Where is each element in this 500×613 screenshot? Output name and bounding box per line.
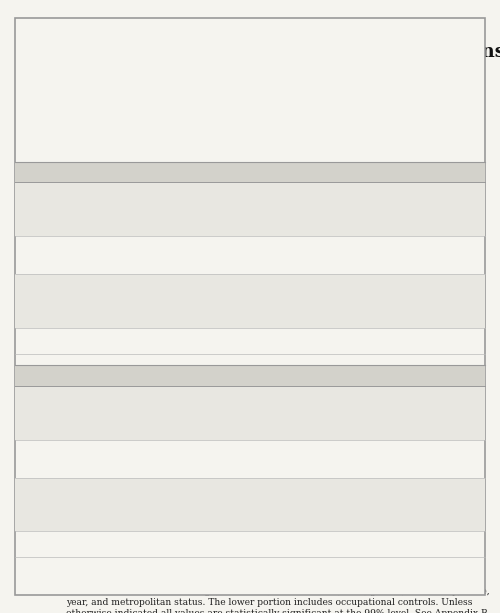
Text: 1.25: 1.25: [271, 444, 294, 453]
Text: 12.7: 12.7: [441, 278, 464, 287]
Text: Difference in Federal Employees’ Odds of
Participating in an Employer-Sponsored : Difference in Federal Employees’ Odds of…: [28, 21, 500, 61]
Text: Heritage Foundation calculations based on data from the 2006–2009 March Current : Heritage Foundation calculations based o…: [66, 565, 490, 613]
Text: 5.0: 5.0: [444, 482, 461, 491]
Text: Occupations in Both the Federal Government and the Private Sector: Occupations in Both the Federal Governme…: [28, 368, 444, 379]
Text: All Occupations: All Occupations: [28, 166, 126, 177]
Text: Unexplained difference in pension odds
between federal and private-sector
worker: Unexplained difference in pension odds b…: [28, 278, 230, 309]
Text: T-Statistic: T-Statistic: [426, 121, 479, 130]
Text: 5.63: 5.63: [271, 186, 294, 196]
Text: 44,556: 44,556: [264, 536, 300, 545]
Text: Difference in odds explained by
observable characteristics: Difference in odds explained by observab…: [28, 444, 188, 464]
Text: 0.86–1.38: 0.86–1.38: [342, 240, 393, 249]
Text: Federal odds of having an employer-
sponsored pension relative to private-
secto: Federal odds of having an employer- spon…: [28, 390, 220, 421]
Text: Source:: Source:: [28, 565, 66, 574]
Text: 4.77: 4.77: [271, 390, 294, 399]
Text: 1.09: 1.09: [271, 240, 294, 249]
Text: 221,928: 221,928: [261, 332, 304, 341]
Text: 5.15: 5.15: [271, 278, 294, 287]
Text: 3.82: 3.82: [271, 482, 294, 491]
Text: 5.03–6.29: 5.03–6.29: [342, 186, 393, 196]
Text: Federal odds of having an employer-
sponsored pension relative to private-
secto: Federal odds of having an employer- spon…: [28, 186, 220, 217]
Text: Number of observations: Number of observations: [28, 332, 150, 341]
Text: Table 9 • CDA 10-05  ☎  heritage.org: Table 9 • CDA 10-05 ☎ heritage.org: [180, 577, 366, 586]
Text: Number of observations: Number of observations: [28, 536, 150, 545]
Text: Difference in odds explained by
observable characteristics: Difference in odds explained by observab…: [28, 240, 188, 261]
Text: Differential: Differential: [252, 121, 312, 130]
Text: 2.25–6.48: 2.25–6.48: [342, 482, 393, 491]
Text: 4.00–6.64: 4.00–6.64: [342, 278, 393, 287]
Text: 3.75–6.06: 3.75–6.06: [342, 390, 393, 399]
Text: 0.75–2.07: 0.75–2.07: [342, 444, 393, 453]
Text: 95% Confidence
Interval: 95% Confidence Interval: [324, 107, 410, 127]
Text: 0.9: 0.9: [444, 444, 461, 453]
Text: 30.3: 30.3: [441, 186, 464, 196]
Text: Unexplained difference in pension odds
between federal and private-sector
worker: Unexplained difference in pension odds b…: [28, 482, 230, 512]
Text: 0.7: 0.7: [444, 240, 461, 249]
Text: 12.8: 12.8: [441, 390, 464, 399]
